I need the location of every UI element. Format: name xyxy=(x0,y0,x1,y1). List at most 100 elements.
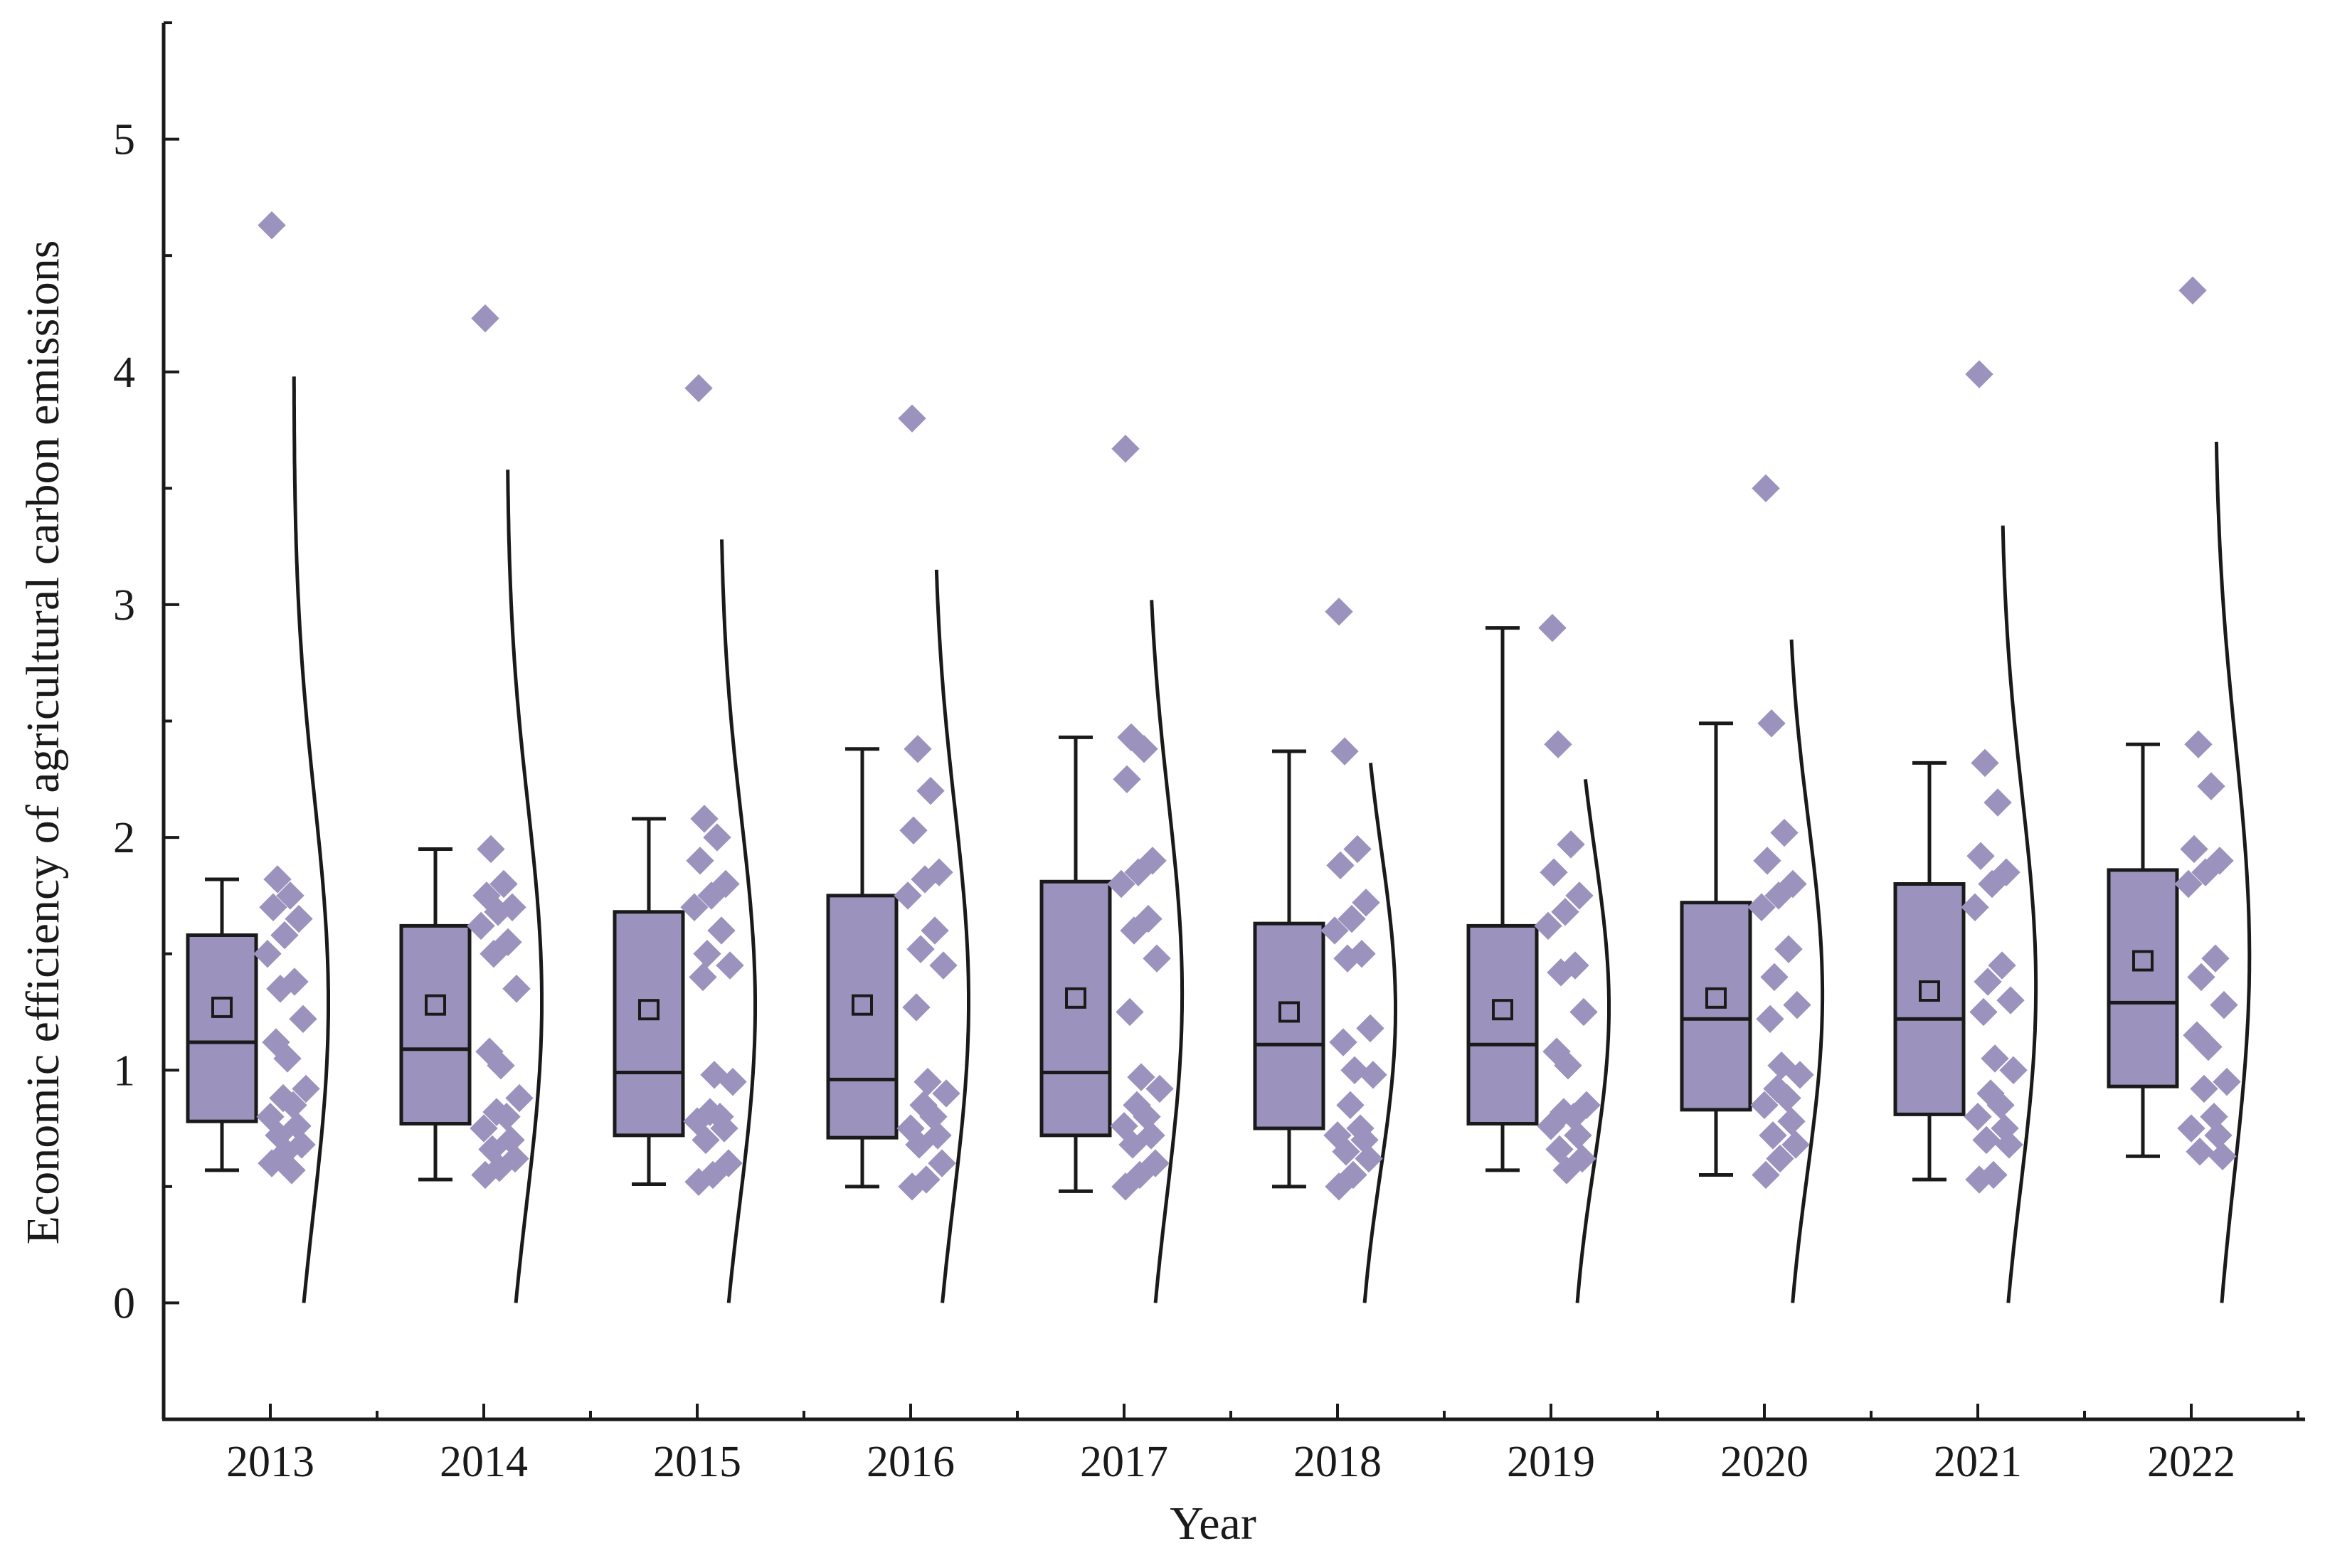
iqr-box xyxy=(613,910,685,1138)
data-point xyxy=(1999,1056,2028,1084)
iqr-box xyxy=(399,923,472,1125)
y-tick-label: 5 xyxy=(113,116,135,164)
outlier-point xyxy=(684,374,713,403)
distribution-curves-group xyxy=(292,376,2252,1303)
data-point xyxy=(492,1102,521,1131)
data-point xyxy=(923,1121,952,1150)
data-point xyxy=(470,1114,498,1143)
y-tick-label: 4 xyxy=(113,349,135,397)
data-point xyxy=(1330,737,1359,766)
data-point xyxy=(1992,858,2021,886)
data-point xyxy=(259,893,287,921)
data-point xyxy=(285,904,313,933)
data-point xyxy=(1759,1121,1787,1150)
data-point xyxy=(1750,1091,1779,1120)
data-point xyxy=(1757,709,1786,738)
data-point xyxy=(471,1160,499,1190)
data-point xyxy=(1995,1130,2023,1159)
data-point xyxy=(707,916,736,945)
data-point xyxy=(1996,986,2025,1015)
data-point xyxy=(276,881,304,910)
data-point xyxy=(1766,1144,1794,1173)
data-point xyxy=(277,1156,306,1185)
x-tick-label: 2018 xyxy=(1293,1438,1382,1486)
data-point xyxy=(1777,1107,1806,1135)
data-point xyxy=(1565,881,1594,910)
data-point xyxy=(1356,1014,1384,1043)
data-point xyxy=(912,1165,941,1194)
data-point xyxy=(932,1079,960,1108)
data-point xyxy=(904,735,932,763)
data-point xyxy=(2197,772,2225,800)
data-point xyxy=(716,951,744,980)
iqr-box xyxy=(2107,868,2179,1088)
data-point xyxy=(1965,1165,1993,1194)
data-point xyxy=(1767,1051,1796,1080)
box-2014 xyxy=(399,847,472,1182)
box-2022 xyxy=(2107,742,2179,1158)
outlier-point xyxy=(1965,360,1993,388)
data-point xyxy=(1545,1135,1574,1164)
mean-marker xyxy=(1705,987,1727,1009)
data-point xyxy=(703,823,731,852)
x-axis-title: Year xyxy=(1170,1498,1256,1550)
data-point xyxy=(1116,997,1144,1027)
x-tick-label: 2020 xyxy=(1720,1438,1808,1486)
iqr-box xyxy=(1466,923,1539,1125)
data-point xyxy=(1141,1149,1170,1177)
data-point xyxy=(477,835,505,864)
data-point xyxy=(916,776,945,805)
box-2021 xyxy=(1893,761,1966,1182)
x-tick-label: 2019 xyxy=(1507,1438,1595,1486)
outlier-point xyxy=(258,211,286,240)
data-point xyxy=(1111,1172,1140,1201)
data-point xyxy=(2213,1067,2241,1096)
outlier-point xyxy=(2178,276,2207,304)
data-point xyxy=(2174,869,2203,899)
data-point xyxy=(2191,858,2220,886)
outlier-point xyxy=(1325,598,1353,626)
data-point xyxy=(1120,916,1148,945)
data-point xyxy=(467,911,495,941)
x-tick-label: 2016 xyxy=(867,1438,955,1486)
distribution-curve xyxy=(1362,763,1397,1303)
data-point xyxy=(2187,963,2215,992)
data-point xyxy=(2184,730,2213,758)
mean-marker xyxy=(852,994,873,1016)
axes-group: 0 1 2 3 4 5 2013 2014 2015 2016 2017 2018 2019 2020 20… xyxy=(113,21,2305,1486)
data-point xyxy=(1143,944,1171,973)
data-point xyxy=(1756,1005,1784,1033)
data-point xyxy=(902,993,931,1022)
data-point xyxy=(898,1172,926,1201)
mean-marker xyxy=(1065,987,1086,1009)
data-point xyxy=(502,975,531,1003)
data-point xyxy=(690,805,719,833)
distribution-curve xyxy=(2214,441,2252,1303)
distribution-curve xyxy=(1789,639,1825,1303)
data-point xyxy=(2177,1114,2205,1143)
y-axis-title: Economic efficiency of agricultural carb… xyxy=(17,240,69,1245)
data-point xyxy=(292,1074,320,1103)
iqr-box xyxy=(186,933,258,1123)
data-point xyxy=(714,1149,743,1177)
data-point xyxy=(1779,869,1807,899)
data-point xyxy=(1774,935,1803,963)
mean-marker xyxy=(425,994,446,1016)
data-point xyxy=(710,1114,738,1143)
data-point xyxy=(489,869,518,899)
data-point xyxy=(1124,858,1153,886)
iqr-box xyxy=(1253,921,1325,1130)
data-point xyxy=(1355,1144,1383,1173)
data-point xyxy=(1326,851,1355,880)
x-tick-label: 2017 xyxy=(1080,1438,1168,1486)
data-point xyxy=(1332,1138,1360,1166)
data-point xyxy=(1333,944,1362,973)
data-point xyxy=(1966,842,1995,870)
data-point xyxy=(1547,958,1575,987)
data-point xyxy=(2204,1121,2233,1150)
data-point xyxy=(484,898,512,926)
data-point xyxy=(487,1051,515,1080)
data-point xyxy=(719,1067,747,1096)
